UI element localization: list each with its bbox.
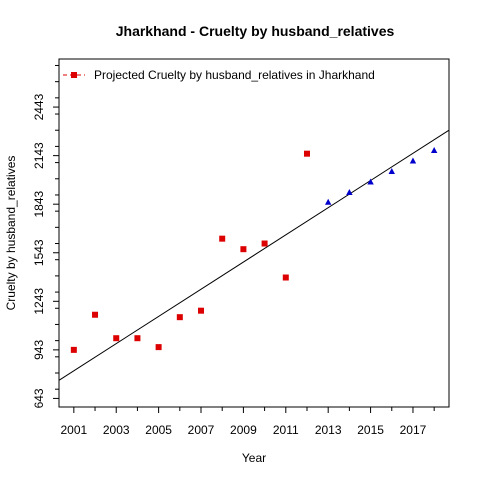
x-axis: 2001 2003 2005 2007 2009 2011 2013 2015 2017 bbox=[60, 407, 435, 437]
data-point-observed bbox=[261, 240, 268, 247]
x-tick-label: 2009 bbox=[230, 423, 257, 437]
data-point-observed bbox=[70, 346, 77, 353]
x-tick-label: 2003 bbox=[103, 423, 130, 437]
legend-label: Projected Cruelty by husband_relatives i… bbox=[94, 68, 375, 82]
data-point-observed bbox=[113, 335, 120, 342]
x-tick-label: 2017 bbox=[400, 423, 427, 437]
y-tick-label: 2143 bbox=[32, 142, 46, 169]
x-tick-label: 2013 bbox=[315, 423, 342, 437]
trend-line-group bbox=[58, 129, 450, 381]
data-point-observed bbox=[303, 150, 310, 157]
x-tick-label: 2001 bbox=[60, 423, 87, 437]
x-axis-label: Year bbox=[242, 451, 266, 465]
y-tick-label: 643 bbox=[32, 388, 46, 408]
data-point-observed bbox=[198, 307, 205, 314]
data-point-observed bbox=[219, 235, 226, 242]
x-tick-label: 2015 bbox=[357, 423, 384, 437]
trend-line bbox=[58, 129, 450, 381]
x-tick-label: 2007 bbox=[188, 423, 215, 437]
data-point-observed bbox=[134, 335, 141, 342]
y-tick-label: 2443 bbox=[32, 93, 46, 120]
data-point-observed bbox=[240, 246, 247, 253]
data-point-observed bbox=[155, 344, 162, 351]
legend: Projected Cruelty by husband_relatives i… bbox=[63, 68, 375, 82]
x-tick-label: 2011 bbox=[273, 423, 299, 437]
data-point-projected bbox=[346, 189, 353, 196]
data-point-projected bbox=[324, 198, 332, 205]
y-tick-label: 1543 bbox=[32, 239, 46, 266]
data-points-group bbox=[70, 146, 438, 353]
data-point-projected bbox=[430, 146, 438, 153]
plot-frame bbox=[58, 58, 450, 408]
data-point-projected bbox=[367, 178, 374, 185]
data-point-projected bbox=[409, 157, 417, 164]
y-axis: 643 943 1243 1543 1843 2143 2443 bbox=[32, 64, 59, 408]
x-tick-label: 2005 bbox=[145, 423, 172, 437]
data-point-observed bbox=[92, 311, 99, 318]
data-point-observed bbox=[282, 274, 289, 281]
y-tick-label: 943 bbox=[32, 340, 46, 360]
y-axis-label: Cruelty by husband_relatives bbox=[4, 156, 18, 311]
legend-marker bbox=[71, 72, 77, 78]
data-point-observed bbox=[176, 314, 183, 321]
y-tick-label: 1843 bbox=[32, 191, 46, 218]
y-tick-label: 1243 bbox=[32, 288, 46, 315]
data-point-projected bbox=[388, 167, 395, 174]
chart-title: Jharkhand - Cruelty by husband_relatives bbox=[116, 23, 395, 39]
